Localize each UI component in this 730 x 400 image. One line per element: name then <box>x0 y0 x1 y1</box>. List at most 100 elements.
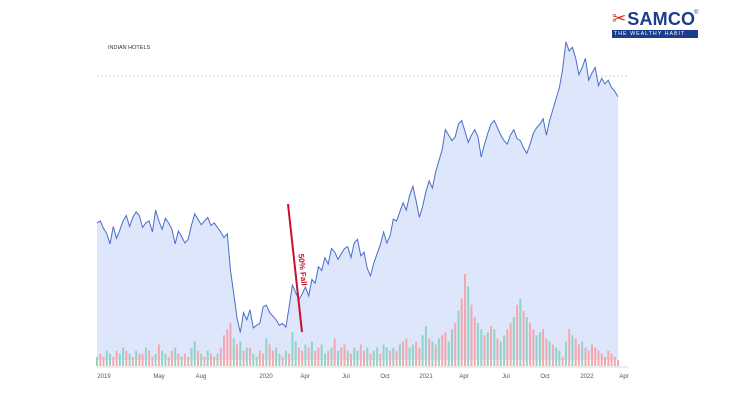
volume-bar <box>395 350 398 366</box>
volume-bar <box>496 338 499 366</box>
volume-bar <box>307 347 310 366</box>
x-tick-label: Jul <box>342 374 350 380</box>
x-tick-label: Apr <box>300 374 309 380</box>
volume-bar <box>265 338 268 366</box>
volume-bar <box>473 316 476 366</box>
volume-bar <box>499 341 502 366</box>
volume-bar <box>193 341 196 366</box>
volume-bar <box>219 347 222 366</box>
volume-bar <box>415 341 418 366</box>
price-area-fill <box>97 41 618 361</box>
fall-annotation-label: 50% Fall <box>296 253 308 286</box>
volume-bar <box>591 344 593 366</box>
volume-bar <box>363 350 365 366</box>
volume-bar <box>245 347 248 366</box>
volume-bar <box>262 353 265 366</box>
volume-bar <box>382 344 385 366</box>
volume-bar <box>470 304 473 366</box>
volume-bar <box>587 350 590 366</box>
volume-bar <box>561 356 564 366</box>
volume-bar <box>320 344 323 366</box>
volume-bar <box>447 341 450 366</box>
volume-bar <box>213 356 216 366</box>
volume-bar <box>519 298 522 366</box>
volume-bar <box>568 329 571 366</box>
volume-bar <box>421 335 424 366</box>
volume-bar <box>236 344 238 366</box>
volume-bar <box>405 338 408 366</box>
volume-bar <box>408 347 411 366</box>
volume-bar <box>535 335 538 366</box>
volume-bar <box>402 341 405 366</box>
volume-bar <box>428 338 431 366</box>
volume-bar <box>151 356 154 366</box>
volume-bar <box>333 338 336 366</box>
volume-bar <box>148 350 151 366</box>
volume-bar <box>451 329 453 366</box>
volume-bar <box>278 353 281 366</box>
volume-bar <box>525 316 528 366</box>
volume-bar <box>522 310 525 366</box>
volume-bar <box>477 323 479 366</box>
volume-bar <box>99 353 102 366</box>
volume-bar <box>372 350 375 366</box>
volume-bar <box>144 347 147 366</box>
volume-bar <box>571 335 574 366</box>
volume-bar <box>203 356 206 366</box>
volume-bar <box>310 341 313 366</box>
price-line <box>96 41 619 333</box>
volume-bar <box>600 353 603 366</box>
volume-bar <box>607 350 610 366</box>
volume-bar <box>490 326 492 366</box>
volume-bar <box>506 329 509 366</box>
x-tick-label: May <box>153 374 164 380</box>
volume-bar <box>542 329 545 366</box>
volume-bar <box>210 353 212 366</box>
volume-bar <box>437 338 440 366</box>
volume-bar <box>532 329 535 366</box>
volume-bar <box>604 356 606 366</box>
volume-bar <box>564 341 567 366</box>
volume-bar <box>128 353 131 366</box>
volume-bar <box>268 344 271 366</box>
volume-bar <box>538 332 541 366</box>
volume-bar <box>558 350 561 366</box>
volume-bar <box>249 347 252 366</box>
volume-bar <box>457 310 460 366</box>
volume-bar <box>258 350 261 366</box>
volume-bar <box>183 353 186 366</box>
volume-bar <box>431 341 434 366</box>
x-tick-label: 2020 <box>259 374 273 380</box>
volume-bar <box>512 316 515 366</box>
volume-bar <box>284 350 287 366</box>
volume-bar <box>229 323 232 366</box>
volume-bar <box>597 350 600 366</box>
chart-title: INDIAN HOTELS <box>108 45 151 51</box>
brand-name: SAMCO <box>627 9 696 29</box>
x-tick-label: Apr <box>619 374 628 380</box>
volume-bar <box>548 341 551 366</box>
volume-bar <box>255 356 258 366</box>
volume-bar <box>389 350 392 366</box>
volume-bars <box>96 274 619 366</box>
x-axis-ticks: 2019 May Aug 2020 Apr Jul Oct 2021 Apr Jul Oct 2022… <box>97 374 628 380</box>
volume-bar <box>154 353 157 366</box>
volume-bar <box>109 353 111 366</box>
volume-bar <box>483 335 486 366</box>
volume-bar <box>444 332 447 366</box>
volume-bar <box>275 347 278 366</box>
volume-bar <box>337 350 339 366</box>
volume-bar <box>206 350 209 366</box>
x-tick-label: 2019 <box>97 374 111 380</box>
volume-bar <box>574 338 577 366</box>
volume-bar <box>467 286 470 366</box>
volume-bar <box>291 332 294 366</box>
volume-bar <box>464 274 466 366</box>
volume-bar <box>304 344 307 366</box>
volume-bar <box>551 344 554 366</box>
volume-bar <box>454 323 457 366</box>
volume-bar <box>594 347 597 366</box>
x-tick-label: Aug <box>196 374 207 380</box>
volume-bar <box>177 353 180 366</box>
